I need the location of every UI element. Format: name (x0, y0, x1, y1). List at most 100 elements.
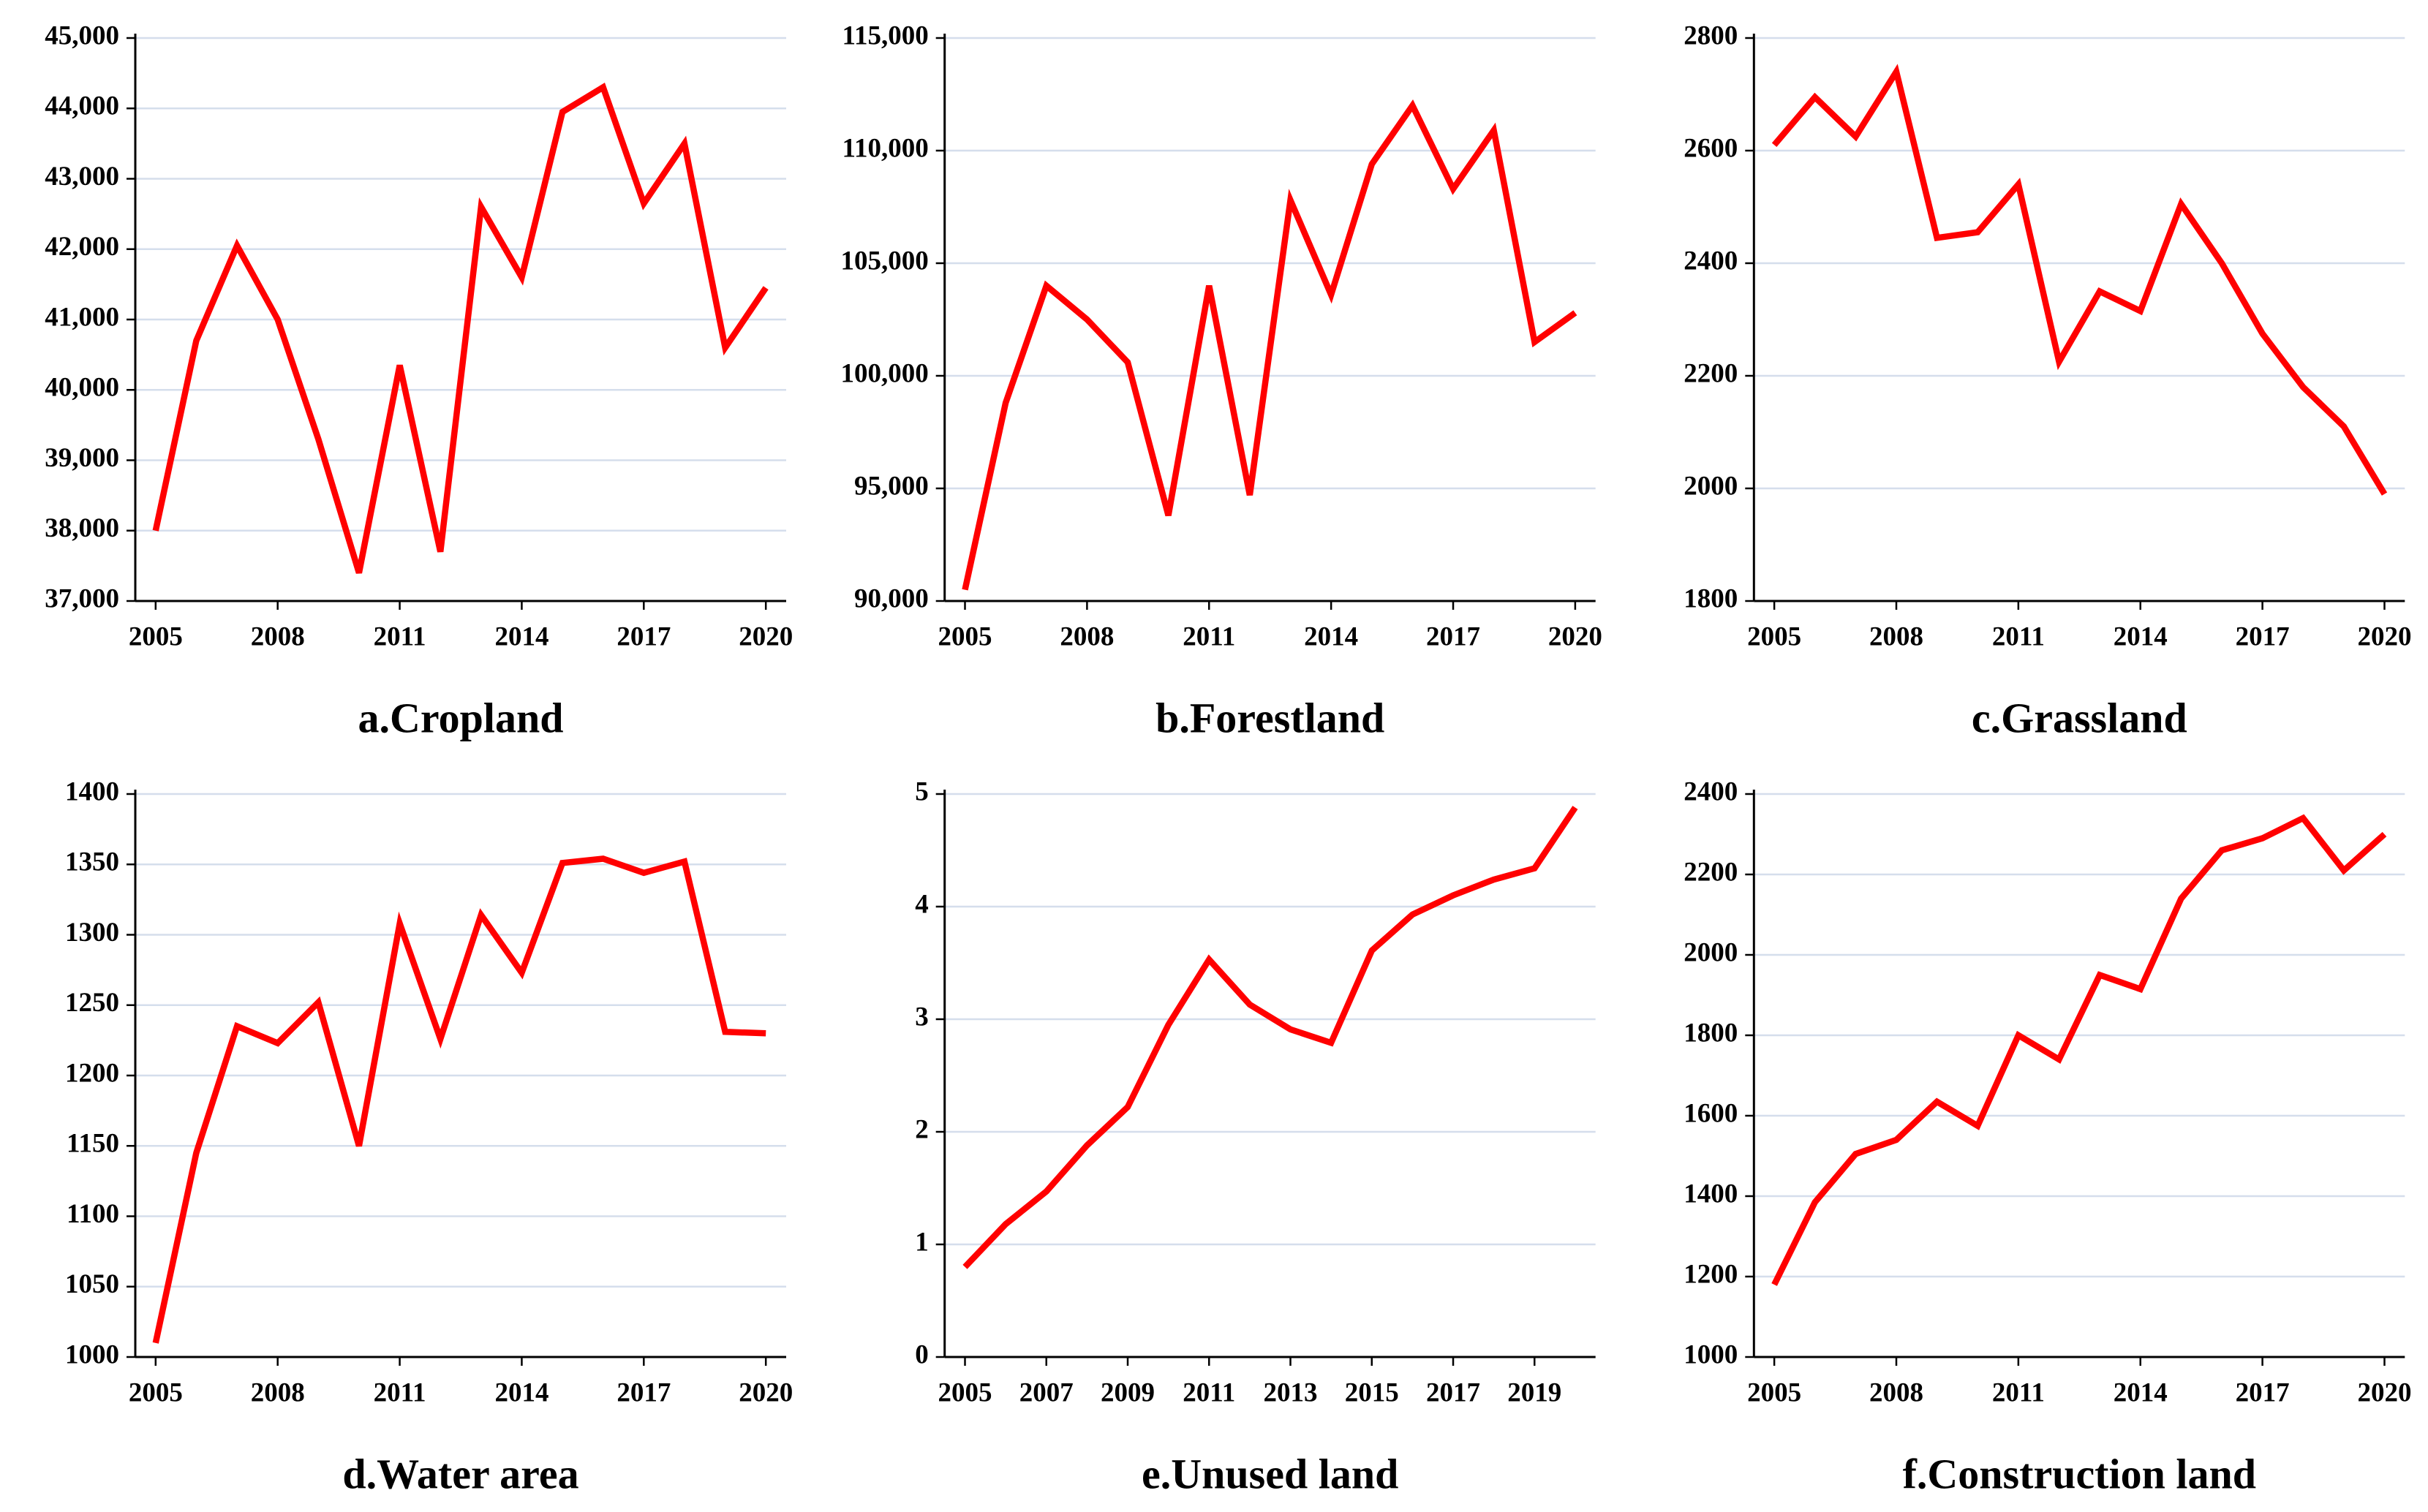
x-tick-label: 2017 (2236, 1377, 2290, 1407)
x-tick-label: 2017 (617, 1377, 671, 1407)
y-tick-label: 2000 (1684, 471, 1738, 501)
y-tick-label: 5 (915, 776, 929, 806)
y-tick-label: 100,000 (840, 358, 928, 388)
x-tick-label: 2008 (251, 1377, 305, 1407)
y-tick-label: 1800 (1684, 583, 1738, 613)
data-line (152, 855, 766, 1344)
x-tick-label: 2015 (1345, 1377, 1399, 1407)
y-tick-label: 42,000 (45, 232, 119, 262)
chart-title: b.Forestland (1155, 694, 1384, 741)
y-tick-label: 38,000 (45, 513, 119, 543)
x-tick-label: 2008 (251, 621, 305, 651)
x-tick-label: 2005 (938, 1377, 992, 1407)
y-tick-label: 2600 (1684, 133, 1738, 163)
y-tick-label: 1 (915, 1227, 929, 1257)
y-tick-label: 1050 (65, 1269, 119, 1299)
x-tick-label: 2007 (1019, 1377, 1074, 1407)
y-tick-label: 2 (915, 1114, 929, 1144)
y-tick-label: 45,000 (45, 20, 119, 50)
x-tick-label: 2014 (2114, 1377, 2168, 1407)
y-tick-label: 2800 (1684, 20, 1738, 50)
y-tick-label: 1800 (1684, 1018, 1738, 1048)
x-tick-label: 2020 (2357, 1377, 2411, 1407)
y-tick-label: 1200 (65, 1058, 119, 1088)
y-tick-label: 39,000 (45, 443, 119, 473)
x-tick-label: 2005 (129, 621, 183, 651)
panel: 1000 1200 1400 1600 1800 2000 2200 2400 2005 2008… (1684, 776, 2411, 1497)
y-tick-label: 1400 (65, 776, 119, 806)
x-tick-label: 2017 (1426, 1377, 1480, 1407)
x-tick-label: 2008 (1060, 621, 1114, 651)
y-tick-label: 1400 (1684, 1179, 1738, 1209)
panel: 1000 1050 1100 1150 1200 1250 1300 1350 1400 2005… (65, 776, 793, 1497)
y-tick-label: 40,000 (45, 373, 119, 403)
data-line (1771, 64, 2388, 496)
x-tick-label: 2011 (1183, 621, 1235, 651)
y-tick-label: 95,000 (854, 471, 929, 501)
y-tick-label: 1200 (1684, 1259, 1738, 1289)
y-tick-label: 90,000 (854, 583, 929, 613)
y-tick-label: 1350 (65, 847, 119, 877)
y-tick-label: 115,000 (842, 20, 928, 50)
y-tick-label: 3 (915, 1002, 929, 1032)
y-tick-label: 1300 (65, 918, 119, 948)
chart-title: c.Grassland (1972, 694, 2187, 741)
x-tick-label: 2020 (2357, 621, 2411, 651)
x-tick-label: 2011 (1183, 1377, 1235, 1407)
x-tick-label: 2017 (617, 621, 671, 651)
x-tick-label: 2005 (1747, 1377, 1801, 1407)
y-tick-label: 2400 (1684, 246, 1738, 276)
y-tick-label: 2200 (1684, 857, 1738, 887)
x-tick-label: 2019 (1507, 1377, 1561, 1407)
y-tick-label: 37,000 (45, 583, 119, 613)
y-tick-label: 43,000 (45, 162, 119, 192)
y-tick-label: 2000 (1684, 937, 1738, 967)
y-tick-label: 105,000 (840, 246, 928, 276)
x-tick-label: 2009 (1101, 1377, 1155, 1407)
chart-title: e.Unused land (1142, 1450, 1398, 1497)
panel: 1800 2000 2200 2400 2600 2800 2005 2008 2011 2014… (1684, 20, 2411, 741)
panel: 0 1 2 3 4 5 2005 2007 2009 2011 2013 2015 2017 2019 e.… (915, 776, 1596, 1497)
y-tick-label: 41,000 (45, 302, 119, 332)
y-tick-label: 2400 (1684, 776, 1738, 806)
y-tick-label: 4 (915, 889, 929, 919)
x-tick-label: 2011 (1992, 621, 2045, 651)
x-tick-label: 2017 (2236, 621, 2290, 651)
y-tick-label: 1600 (1684, 1098, 1738, 1128)
x-tick-label: 2008 (1869, 621, 1923, 651)
y-tick-label: 1000 (1684, 1339, 1738, 1369)
x-tick-label: 2014 (494, 621, 548, 651)
panel: 37,000 38,000 39,000 40,000 41,000 42,000 43,0… (45, 20, 793, 741)
x-tick-label: 2013 (1264, 1377, 1318, 1407)
y-tick-label: 0 (915, 1339, 929, 1369)
x-tick-label: 2014 (2114, 621, 2168, 651)
chart-title: a.Cropland (358, 694, 564, 741)
x-tick-label: 2020 (1548, 621, 1602, 651)
y-tick-label: 110,000 (842, 133, 928, 163)
data-line (962, 99, 1577, 591)
x-tick-label: 2008 (1869, 1377, 1923, 1407)
chart-title: f.Construction land (1903, 1450, 2256, 1497)
x-tick-label: 2005 (938, 621, 992, 651)
y-tick-label: 44,000 (45, 91, 119, 121)
data-line (152, 83, 769, 574)
chart-title: d.Water area (342, 1450, 578, 1497)
x-tick-label: 2020 (739, 621, 793, 651)
data-line (1771, 814, 2387, 1286)
x-tick-label: 2005 (129, 1377, 183, 1407)
x-tick-label: 2017 (1426, 621, 1480, 651)
y-tick-label: 1250 (65, 988, 119, 1018)
x-tick-label: 2005 (1747, 621, 1801, 651)
x-tick-label: 2014 (1304, 621, 1358, 651)
panel: 90,000 95,000 100,000 105,000 110,000 115,000… (840, 20, 1602, 741)
x-tick-label: 2011 (374, 1377, 426, 1407)
data-line (962, 806, 1578, 1269)
y-tick-label: 1150 (67, 1129, 119, 1159)
x-tick-label: 2020 (739, 1377, 793, 1407)
x-tick-label: 2014 (494, 1377, 548, 1407)
y-tick-label: 2200 (1684, 358, 1738, 388)
y-tick-label: 1000 (65, 1339, 119, 1369)
x-tick-label: 2011 (374, 621, 426, 651)
